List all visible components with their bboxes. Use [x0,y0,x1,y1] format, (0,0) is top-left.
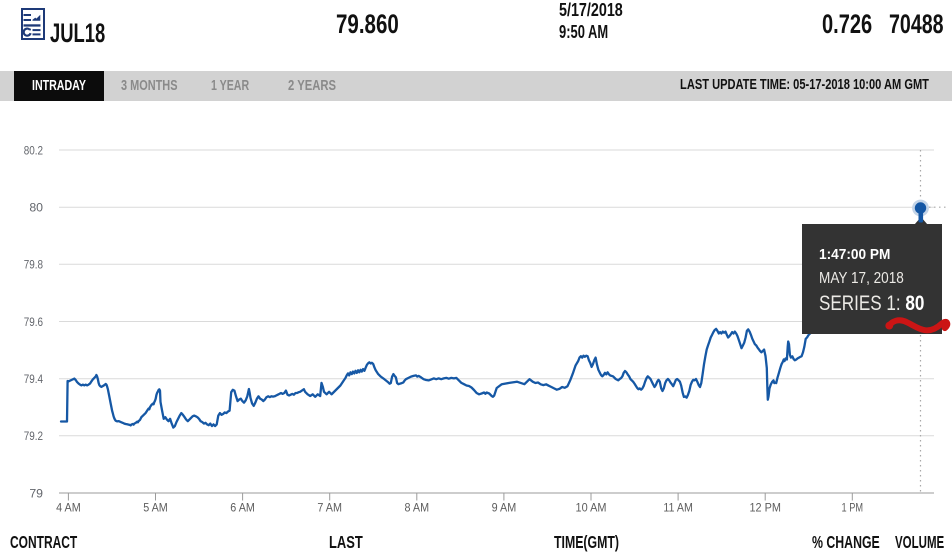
svg-text:6 AM: 6 AM [230,500,255,514]
svg-text:79.2: 79.2 [24,429,43,443]
svg-text:11 AM: 11 AM [663,500,693,514]
svg-text:10 AM: 10 AM [576,500,607,514]
svg-text:79.4: 79.4 [24,372,43,386]
svg-text:1 PM: 1 PM [842,500,864,514]
svg-text:79.6: 79.6 [24,315,43,329]
svg-text:80: 80 [29,201,43,215]
svg-text:80.2: 80.2 [24,143,43,157]
svg-text:8 AM: 8 AM [405,500,430,514]
svg-text:12 PM: 12 PM [749,500,781,514]
svg-text:79: 79 [29,486,43,500]
svg-text:9 AM: 9 AM [492,500,517,514]
svg-text:4 AM: 4 AM [56,500,81,514]
svg-text:5 AM: 5 AM [143,500,168,514]
svg-text:79.8: 79.8 [24,258,43,272]
svg-text:7 AM: 7 AM [317,500,342,514]
